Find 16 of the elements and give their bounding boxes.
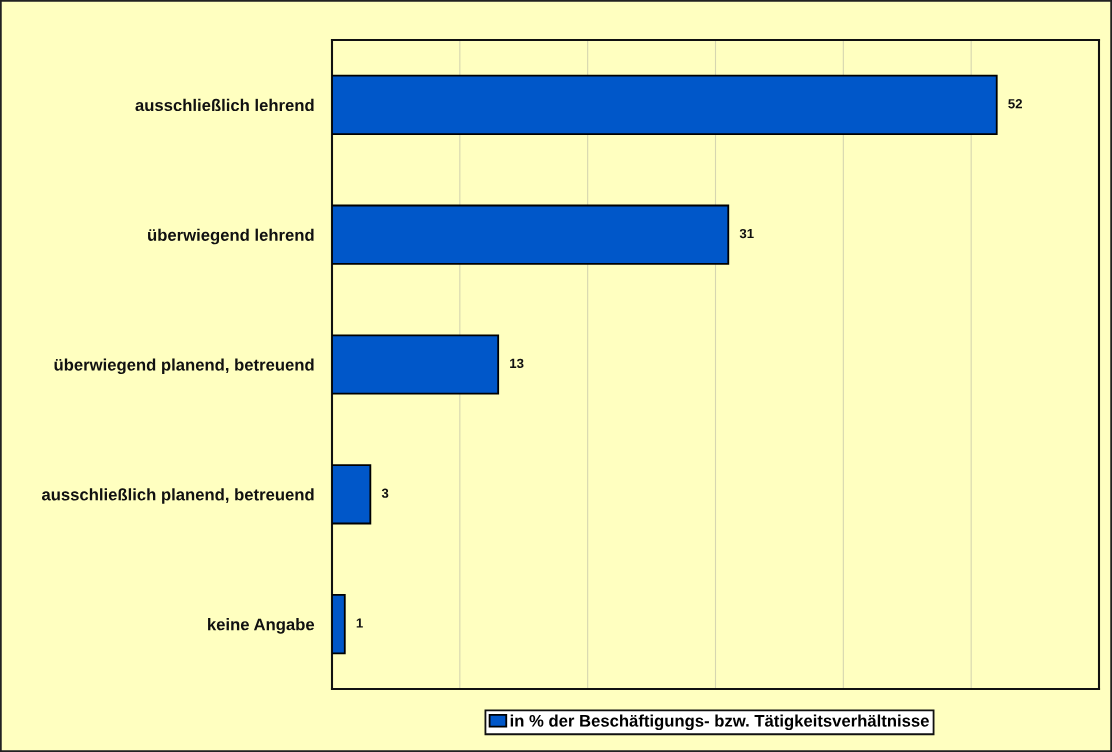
y-tick-label: überwiegend lehrend <box>148 228 314 245</box>
y-tick-label: keine Angabe <box>208 618 315 634</box>
bar <box>332 74 998 136</box>
bar <box>332 334 500 395</box>
y-tick-label: ausschließlich lehrend <box>135 98 314 112</box>
bar <box>332 464 372 525</box>
legend-label: in % der Beschäftigungs- bzw. Tätigkeitsverhältnisse <box>510 714 929 731</box>
bar <box>332 593 346 655</box>
y-tick-label: überwiegend planend, betreuend <box>54 358 314 375</box>
data-label: 52 <box>1008 99 1022 109</box>
y-tick-label: ausschließlich planend, betreuend <box>41 488 314 504</box>
bar <box>332 204 730 265</box>
data-label: 1 <box>356 618 363 628</box>
data-label: 3 <box>381 488 389 498</box>
data-label: 31 <box>739 228 754 239</box>
data-label: 13 <box>510 358 524 369</box>
